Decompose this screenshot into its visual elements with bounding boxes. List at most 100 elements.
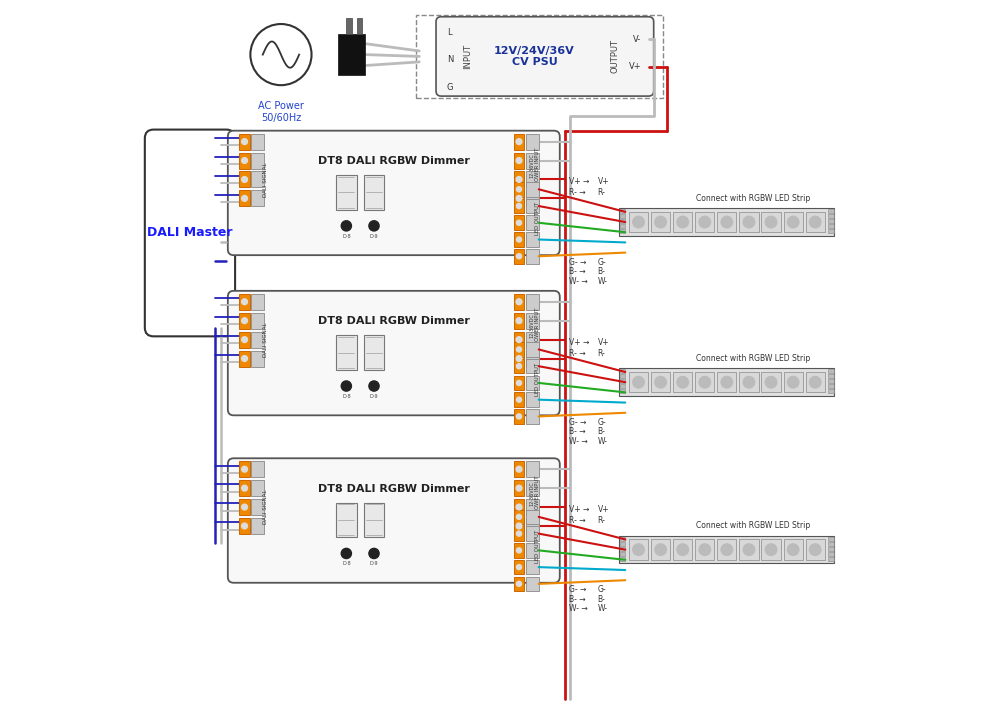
Bar bbox=[621, 374, 626, 379]
Bar bbox=[514, 191, 524, 207]
Bar bbox=[673, 539, 692, 560]
FancyBboxPatch shape bbox=[227, 131, 559, 256]
Bar bbox=[621, 537, 626, 541]
Text: POWER INPUT: POWER INPUT bbox=[535, 475, 539, 512]
Text: DT8 DALI RGBW Dimmer: DT8 DALI RGBW Dimmer bbox=[318, 317, 470, 326]
FancyBboxPatch shape bbox=[227, 290, 559, 415]
Bar bbox=[514, 526, 524, 541]
Bar bbox=[620, 208, 834, 236]
Circle shape bbox=[633, 376, 644, 388]
Bar bbox=[717, 212, 736, 232]
Bar bbox=[717, 539, 736, 560]
Bar bbox=[651, 539, 670, 560]
Text: V+: V+ bbox=[629, 63, 641, 71]
Bar bbox=[338, 34, 365, 75]
Circle shape bbox=[341, 548, 351, 558]
Circle shape bbox=[241, 195, 247, 201]
Text: G- →: G- → bbox=[568, 258, 585, 266]
Text: G: G bbox=[447, 83, 454, 92]
Circle shape bbox=[699, 376, 710, 388]
Bar bbox=[525, 172, 538, 187]
Bar bbox=[252, 499, 265, 515]
Circle shape bbox=[655, 216, 666, 228]
Circle shape bbox=[341, 381, 351, 391]
Bar bbox=[806, 212, 825, 232]
Circle shape bbox=[743, 376, 754, 388]
Bar bbox=[514, 134, 524, 150]
Circle shape bbox=[241, 486, 247, 491]
Text: W- →: W- → bbox=[568, 277, 588, 285]
Bar bbox=[620, 536, 834, 563]
Bar bbox=[525, 342, 538, 357]
Text: LED OUTPUT: LED OUTPUT bbox=[535, 202, 539, 235]
Bar bbox=[514, 313, 524, 329]
Text: DT8 DALI RGBW Dimmer: DT8 DALI RGBW Dimmer bbox=[318, 484, 470, 494]
Bar bbox=[525, 518, 538, 534]
Circle shape bbox=[241, 467, 247, 472]
Bar bbox=[828, 229, 834, 233]
Bar bbox=[514, 543, 524, 558]
Text: W-: W- bbox=[598, 604, 608, 613]
Bar bbox=[514, 560, 524, 574]
Bar bbox=[252, 172, 265, 187]
Circle shape bbox=[516, 414, 521, 419]
Text: V+ →: V+ → bbox=[568, 178, 589, 186]
Bar bbox=[525, 577, 538, 591]
Circle shape bbox=[766, 376, 777, 388]
Circle shape bbox=[516, 176, 522, 182]
Bar bbox=[828, 369, 834, 373]
Circle shape bbox=[516, 237, 521, 242]
Text: G-: G- bbox=[598, 258, 607, 266]
Circle shape bbox=[241, 298, 247, 304]
Circle shape bbox=[766, 216, 777, 228]
Bar bbox=[514, 510, 524, 524]
Circle shape bbox=[341, 221, 351, 231]
Circle shape bbox=[241, 317, 247, 323]
Bar bbox=[239, 134, 249, 150]
Circle shape bbox=[516, 138, 522, 144]
Bar bbox=[525, 409, 538, 424]
Circle shape bbox=[516, 203, 521, 209]
Circle shape bbox=[369, 548, 379, 558]
Text: D-9: D-9 bbox=[370, 234, 378, 239]
Bar bbox=[514, 249, 524, 264]
Circle shape bbox=[516, 547, 521, 553]
Text: B- →: B- → bbox=[568, 427, 585, 436]
Bar bbox=[629, 212, 648, 232]
Circle shape bbox=[516, 581, 521, 587]
Text: D-8: D-8 bbox=[342, 234, 351, 239]
Text: 12-36VDC: 12-36VDC bbox=[529, 314, 534, 339]
Bar bbox=[239, 172, 249, 187]
Text: 12-36VDC: 12-36VDC bbox=[529, 154, 534, 178]
Bar bbox=[762, 539, 781, 560]
Text: W-: W- bbox=[598, 437, 608, 446]
Bar bbox=[252, 462, 265, 478]
Circle shape bbox=[516, 531, 521, 536]
Bar bbox=[336, 502, 356, 537]
Circle shape bbox=[369, 381, 379, 391]
Circle shape bbox=[516, 565, 521, 569]
Bar bbox=[673, 372, 692, 392]
Text: W- →: W- → bbox=[568, 437, 588, 446]
Bar bbox=[621, 219, 626, 223]
Text: V+ →: V+ → bbox=[568, 338, 589, 347]
Bar bbox=[525, 462, 538, 478]
Circle shape bbox=[721, 544, 732, 555]
Bar bbox=[784, 539, 803, 560]
Circle shape bbox=[699, 216, 710, 228]
Bar bbox=[525, 249, 538, 264]
Bar bbox=[514, 232, 524, 247]
Text: G- →: G- → bbox=[568, 418, 585, 427]
Text: W- →: W- → bbox=[568, 604, 588, 613]
Text: V+ →: V+ → bbox=[568, 505, 589, 514]
Bar bbox=[762, 212, 781, 232]
Text: V+: V+ bbox=[598, 505, 610, 514]
Text: DALI SIGNAL: DALI SIGNAL bbox=[264, 323, 269, 357]
Bar bbox=[364, 502, 384, 537]
Bar bbox=[364, 175, 384, 210]
Circle shape bbox=[241, 523, 247, 529]
Text: B- →: B- → bbox=[568, 595, 585, 604]
Circle shape bbox=[810, 216, 821, 228]
Bar bbox=[239, 462, 249, 478]
Circle shape bbox=[677, 544, 688, 555]
